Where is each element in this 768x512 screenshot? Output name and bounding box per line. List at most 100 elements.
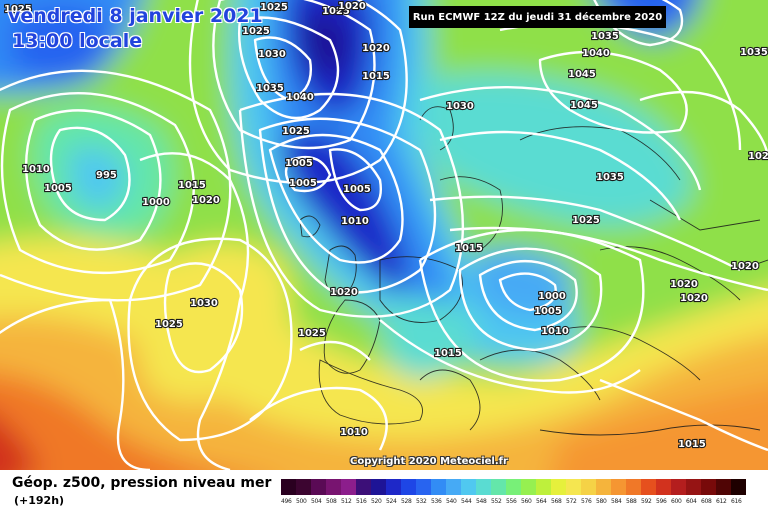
- isobar-label: 1010: [341, 216, 369, 227]
- scale-label: 524: [386, 498, 397, 505]
- legend-subtitle: (+192h): [14, 494, 65, 507]
- isobar-label: 1045: [568, 69, 596, 80]
- scale-swatch: 548: [476, 479, 491, 505]
- scale-swatch: 536: [431, 479, 446, 505]
- forecast-date: vendredi 8 janvier 2021: [8, 5, 263, 27]
- scale-label: 568: [551, 498, 562, 505]
- isobar-label: 1020: [338, 1, 366, 12]
- isobar-label: 1020: [670, 279, 698, 290]
- scale-swatch: 540: [446, 479, 461, 505]
- scale-swatch: 496: [281, 479, 296, 505]
- scale-label: 544: [461, 498, 472, 505]
- scale-swatch: 532: [416, 479, 431, 505]
- forecast-datetime: vendredi 8 janvier 2021 13:00 locale: [8, 7, 263, 51]
- scale-swatch: 588: [626, 479, 641, 505]
- scale-label: 552: [491, 498, 502, 505]
- scale-label: 596: [656, 498, 667, 505]
- scale-swatch: 608: [701, 479, 716, 505]
- isobar-label: 1005: [44, 183, 72, 194]
- color-scale: 496 500 504 508 512 516 520 524 528 532 536 540 544 5…: [281, 479, 746, 505]
- isobar-label: 1025: [282, 126, 310, 137]
- scale-swatch: 604: [686, 479, 701, 505]
- scale-label: 520: [371, 498, 382, 505]
- scale-label: 556: [506, 498, 517, 505]
- isobar-label: 1025: [748, 151, 768, 162]
- isobar-label: 1040: [286, 92, 314, 103]
- scale-label: 592: [641, 498, 652, 505]
- scale-label: 560: [521, 498, 532, 505]
- isobar-label: 1005: [534, 306, 562, 317]
- isobar-label: 1030: [190, 298, 218, 309]
- copyright-text: Copyright 2020 Meteociel.fr: [350, 456, 508, 467]
- scale-swatch: 504: [311, 479, 326, 505]
- isobar-label: 1025: [572, 215, 600, 226]
- scale-swatch: 512: [341, 479, 356, 505]
- scale-label: 540: [446, 498, 457, 505]
- scale-swatch: 552: [491, 479, 506, 505]
- scale-label: 512: [341, 498, 352, 505]
- isobar-label: 995: [96, 170, 117, 181]
- scale-swatch: 556: [506, 479, 521, 505]
- isobar-label: 1025: [4, 4, 32, 15]
- scale-swatch: 560: [521, 479, 536, 505]
- scale-label: 532: [416, 498, 427, 505]
- isobar-label: 1015: [362, 71, 390, 82]
- scale-label: 496: [281, 498, 292, 505]
- scale-swatch: 568: [551, 479, 566, 505]
- scale-label: 604: [686, 498, 697, 505]
- scale-label: 548: [476, 498, 487, 505]
- scale-label: 600: [671, 498, 682, 505]
- isobar-label: 1030: [258, 49, 286, 60]
- scale-label: 504: [311, 498, 322, 505]
- map-canvas: 1025 1025 1025 1030 1035 1040 1025 1020 …: [0, 0, 768, 470]
- isobar-label: 1020: [362, 43, 390, 54]
- isobar-label: 1025: [155, 319, 183, 330]
- scale-swatch: 524: [386, 479, 401, 505]
- isobar-label: 1025: [322, 6, 350, 17]
- isobar-label: 1025: [298, 328, 326, 339]
- scale-swatch: 576: [581, 479, 596, 505]
- isobar-label: 1010: [22, 164, 50, 175]
- forecast-time: 13:00 locale: [12, 30, 143, 52]
- scale-label: 612: [716, 498, 727, 505]
- isobar-label: 1015: [434, 348, 462, 359]
- scale-label: 584: [611, 498, 622, 505]
- scale-swatch: 564: [536, 479, 551, 505]
- legend-bar: Géop. z500, pression niveau mer (+192h) …: [0, 470, 768, 512]
- scale-label: 536: [431, 498, 442, 505]
- isobar-labels: 1025 1025 1025 1030 1035 1040 1025 1020 …: [3, 0, 768, 451]
- isobar-label: 1035: [596, 172, 624, 183]
- weather-map: 1025 1025 1025 1030 1035 1040 1025 1020 …: [0, 0, 768, 470]
- scale-swatch: 616: [731, 479, 746, 505]
- scale-label: 608: [701, 498, 712, 505]
- isobar-label: 1030: [446, 101, 474, 112]
- isobar-label: 1010: [340, 427, 368, 438]
- scale-label: 508: [326, 498, 337, 505]
- scale-label: 576: [581, 498, 592, 505]
- scale-swatch: 508: [326, 479, 341, 505]
- isobar-label: 1020: [192, 195, 220, 206]
- scale-swatch: 572: [566, 479, 581, 505]
- scale-label: 572: [566, 498, 577, 505]
- scale-label: 564: [536, 498, 547, 505]
- scale-swatch: 584: [611, 479, 626, 505]
- isobar-label: 1035: [740, 47, 768, 58]
- isobar-label: 1005: [285, 158, 313, 169]
- scale-swatch: 520: [371, 479, 386, 505]
- isobar-label: 1005: [289, 178, 317, 189]
- geopotential-field: [0, 0, 768, 470]
- isobar-label: 1015: [178, 180, 206, 191]
- coastlines: [299, 106, 768, 436]
- scale-swatch: 592: [641, 479, 656, 505]
- run-info-box: Run ECMWF 12Z du jeudi 31 décembre 2020: [409, 6, 666, 28]
- scale-label: 580: [596, 498, 607, 505]
- scale-label: 616: [731, 498, 742, 505]
- isobar-label: 1035: [591, 31, 619, 42]
- scale-label: 516: [356, 498, 367, 505]
- isobar-label: 1000: [538, 291, 566, 302]
- isobar-label: 1015: [678, 439, 706, 450]
- isobar-label: 1040: [582, 48, 610, 59]
- scale-swatch: 516: [356, 479, 371, 505]
- scale-swatch: 528: [401, 479, 416, 505]
- isobar-label: 1010: [541, 326, 569, 337]
